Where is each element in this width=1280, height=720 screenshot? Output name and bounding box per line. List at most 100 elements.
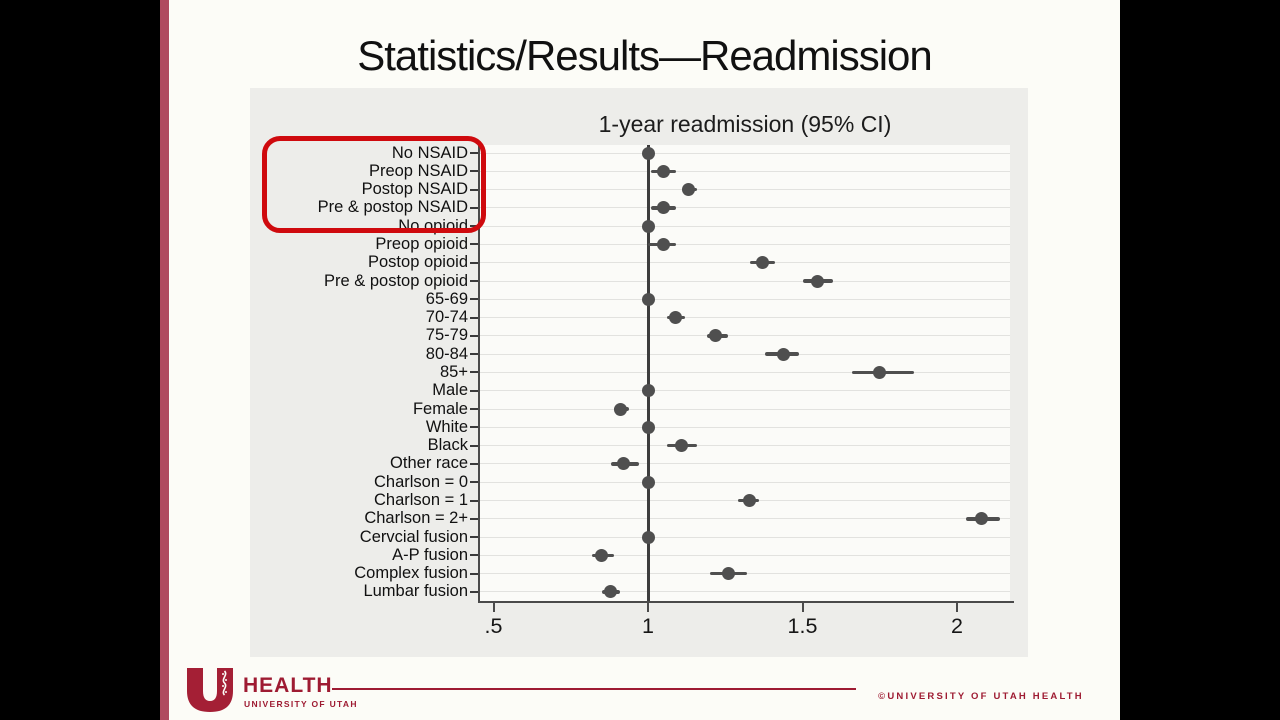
- grid-line: [480, 463, 1010, 465]
- row-tick: [470, 426, 480, 429]
- grid-line: [480, 335, 1010, 337]
- point-marker: [675, 439, 689, 453]
- point-marker: [656, 237, 670, 251]
- row-label: Postop opioid: [368, 253, 468, 272]
- row-label: Cervcial fusion: [359, 527, 468, 546]
- grid-line: [480, 554, 1010, 556]
- point-marker: [641, 292, 655, 306]
- footer-brand-sub: UNIVERSITY OF UTAH: [244, 699, 358, 709]
- point-marker: [641, 384, 655, 398]
- grid-line: [480, 170, 1010, 172]
- point-marker: [656, 201, 670, 215]
- grid-line: [480, 207, 1010, 209]
- row-label: Other race: [390, 454, 468, 473]
- row-label: A-P fusion: [392, 545, 468, 564]
- grid-line: [480, 408, 1010, 410]
- row-tick: [470, 298, 480, 301]
- plot-area: [480, 145, 1010, 601]
- utah-u-logo: [186, 668, 234, 712]
- grid-line: [480, 371, 1010, 373]
- grid-line: [480, 262, 1010, 264]
- point-marker: [811, 274, 825, 288]
- grid-line: [480, 426, 1010, 428]
- row-tick: [470, 206, 480, 209]
- row-label: Male: [432, 381, 468, 400]
- point-marker: [616, 457, 630, 471]
- row-label: No NSAID: [391, 143, 468, 162]
- point-marker: [777, 347, 791, 361]
- row-tick: [470, 170, 480, 173]
- axis-tick: [647, 603, 649, 612]
- row-label: Charlson = 0: [373, 472, 468, 491]
- row-tick: [470, 243, 480, 246]
- point-marker: [755, 256, 769, 270]
- grid-line: [480, 317, 1010, 319]
- axis-tick-label: 2: [951, 614, 963, 638]
- axis-tick: [492, 603, 495, 612]
- row-tick: [470, 554, 480, 557]
- axis-tick-label: .5: [484, 614, 503, 638]
- grid-line: [480, 591, 1010, 593]
- row-tick: [470, 353, 480, 356]
- grid-line: [480, 298, 1010, 300]
- chart-title: 1-year readmission (95% CI): [598, 111, 892, 137]
- row-tick: [470, 188, 480, 191]
- row-label: Complex fusion: [354, 564, 468, 583]
- row-tick: [470, 444, 480, 447]
- grid-line: [480, 280, 1010, 282]
- footer-divider: [332, 688, 856, 690]
- grid-line: [480, 225, 1010, 227]
- row-label: 80-84: [425, 344, 468, 363]
- point-marker: [595, 548, 609, 562]
- row-label: 65-69: [425, 289, 468, 308]
- point-marker: [669, 311, 683, 325]
- row-tick: [470, 280, 480, 283]
- utah-u-icon: [187, 668, 233, 712]
- row-tick: [470, 499, 480, 502]
- row-label: Charlson = 2+: [364, 509, 468, 528]
- row-tick: [470, 334, 480, 337]
- accent-stripe: [160, 0, 169, 720]
- grid-line: [480, 481, 1010, 483]
- row-tick: [470, 517, 480, 520]
- row-tick: [470, 408, 480, 411]
- row-tick: [470, 389, 480, 392]
- point-marker: [641, 420, 655, 434]
- point-marker: [641, 219, 655, 233]
- highlight-box: [262, 135, 486, 233]
- row-label: 85+: [440, 362, 468, 381]
- point-marker: [721, 567, 735, 581]
- point-marker: [681, 183, 695, 197]
- axis-tick: [801, 603, 804, 612]
- slide-title: Statistics/Results—Readmission: [357, 32, 933, 79]
- point-marker: [641, 146, 655, 160]
- grid-line: [480, 152, 1010, 154]
- row-label: Female: [412, 399, 468, 418]
- letterbox-left: [0, 0, 160, 720]
- row-tick: [470, 462, 480, 465]
- row-label: Black: [427, 436, 468, 455]
- point-marker: [641, 530, 655, 544]
- point-marker: [641, 475, 655, 489]
- grid-line: [480, 353, 1010, 355]
- axis-tick-label: 1: [642, 614, 654, 638]
- row-label: Pre & postop opioid: [323, 271, 468, 290]
- point-marker: [613, 402, 627, 416]
- row-label: Lumbar fusion: [363, 582, 468, 601]
- grid-line: [480, 390, 1010, 392]
- axis-tick-label: 1.5: [787, 614, 818, 638]
- point-marker: [975, 512, 989, 526]
- row-label: Charlson = 1: [373, 491, 468, 509]
- row-label: 70-74: [425, 308, 468, 327]
- row-label: Pre & postop NSAID: [317, 198, 468, 217]
- y-axis-line: [478, 145, 480, 601]
- grid-line: [480, 189, 1010, 191]
- grid-line: [480, 536, 1010, 538]
- row-tick: [470, 316, 480, 319]
- row-tick: [470, 572, 480, 575]
- row-tick: [470, 481, 480, 484]
- reference-line: [646, 145, 650, 601]
- letterbox-right: [1120, 0, 1280, 720]
- row-tick: [470, 371, 480, 374]
